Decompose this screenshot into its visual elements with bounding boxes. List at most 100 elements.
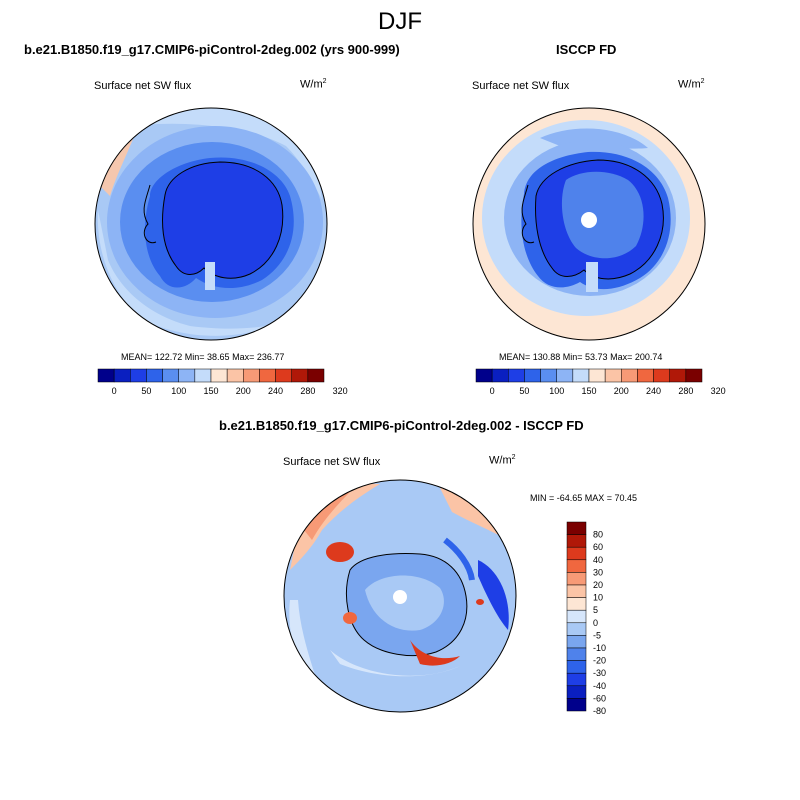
colorbar-swatch [566, 572, 587, 586]
colorbar-tick-label: 200 [614, 386, 629, 396]
panel2-title: ISCCP FD [556, 42, 617, 57]
colorbar-swatch [653, 368, 670, 383]
panel3-units: W/m2 [489, 454, 516, 467]
colorbar-swatch [97, 368, 115, 383]
colorbar-swatch [669, 368, 687, 383]
colorbar-swatch [588, 368, 606, 383]
colorbar-tick-label: 20 [593, 580, 603, 590]
peninsula-coastline [143, 184, 157, 244]
colorbar-swatch [621, 368, 638, 383]
hot-spot-ross [410, 640, 460, 666]
plateau-zone [561, 171, 644, 259]
colorbar-tick-label: 0 [490, 386, 495, 396]
pole-missing-data [581, 212, 597, 228]
colorbar-tick-label: 280 [300, 386, 315, 396]
colorbar-swatch [566, 534, 587, 548]
colorbar-swatch [307, 368, 325, 383]
colorbar-swatch [475, 368, 493, 383]
colorbar-swatch [243, 368, 260, 383]
colorbar-swatch [146, 368, 163, 383]
map-model-border [94, 107, 328, 341]
colorbar-tick-label: -60 [593, 693, 606, 703]
colorbar-swatch [162, 368, 179, 383]
colorbar-swatch [685, 368, 703, 383]
season-title: DJF [378, 8, 422, 35]
map-diff [284, 480, 516, 712]
panel2-units: W/m2 [678, 78, 705, 91]
pole-missing-data [393, 590, 407, 604]
ross-ice-gap [586, 262, 598, 292]
near-zero-band [289, 600, 320, 690]
cold-strip [443, 537, 475, 581]
colorbar-tick-label: -40 [593, 681, 606, 691]
colorbar-swatch [524, 368, 541, 383]
colorbar-tick-label: 50 [141, 386, 151, 396]
hot-spot-1 [326, 542, 354, 562]
colorbar-swatch [566, 685, 587, 699]
colorbar-swatch [566, 521, 587, 535]
colorbar-swatch [572, 368, 590, 383]
colorbar-swatch [566, 647, 587, 661]
colorbar-swatch [540, 368, 557, 383]
colorbar-tick-label: -30 [593, 668, 606, 678]
colorbar-obs: 0 50 100 150 200 240 280 320 [475, 368, 726, 396]
antarctica-coastline [162, 161, 284, 279]
warm-band-east [440, 488, 508, 540]
map-obs-border [472, 107, 706, 341]
panel1-stats: MEAN= 122.72 Min= 38.65 Max= 236.77 [121, 352, 285, 362]
peninsula-coastline [521, 184, 535, 244]
colorbar-swatch [566, 584, 587, 598]
colorbar-swatch [604, 368, 622, 383]
colorbar-tick-label: 100 [549, 386, 564, 396]
colorbar-swatch [566, 546, 587, 561]
colorbar-tick-label: 40 [593, 555, 603, 565]
colorbar-tick-label: 100 [171, 386, 186, 396]
colorbar-tick-label: 280 [678, 386, 693, 396]
panel3-field-label: Surface net SW flux [283, 456, 381, 468]
colorbar-tick-label: 320 [333, 386, 348, 396]
colorbar-swatch [566, 635, 587, 649]
colorbar-tick-label: -10 [593, 643, 606, 653]
colorbar-swatch [259, 368, 276, 383]
colorbar-tick-label: -20 [593, 656, 606, 666]
colorbar-swatch [508, 368, 525, 383]
colorbar-tick-label: 30 [593, 567, 603, 577]
colorbar-swatch [566, 672, 587, 687]
map-model [95, 108, 327, 340]
map-obs [473, 108, 705, 340]
ross-ice-gap [205, 262, 215, 290]
colorbar-swatch [178, 368, 196, 383]
panel1-units: W/m2 [300, 78, 327, 91]
colorbar-tick-label: 60 [593, 542, 603, 552]
colorbar-tick-label: 240 [646, 386, 661, 396]
colorbar-tick-label: 0 [112, 386, 117, 396]
hot-spot-2 [343, 612, 357, 624]
colorbar-tick-label: 80 [593, 530, 603, 540]
colorbar-swatch [566, 609, 587, 624]
interior-light [365, 575, 444, 631]
panel3-stats: MIN = -64.65 MAX = 70.45 [530, 493, 638, 503]
panel3-title: b.e21.B1850.f19_g17.CMIP6-piControl-2deg… [219, 418, 584, 433]
colorbar-swatch [566, 622, 587, 636]
colorbar-tick-label: 50 [519, 386, 529, 396]
panel2-stats: MEAN= 130.88 Min= 53.73 Max= 200.74 [499, 352, 663, 362]
colorbar-swatch [275, 368, 292, 383]
colorbar-swatch [566, 660, 587, 674]
panel1-field-label: Surface net SW flux [94, 80, 192, 92]
colorbar-tick-label: 10 [593, 593, 603, 603]
colorbar-tick-label: -80 [593, 706, 606, 716]
colorbar-model: 0 50 100 150 200 240 280 320 [97, 368, 348, 396]
outer-band-south [97, 210, 280, 336]
panel2-field-label: Surface net SW flux [472, 80, 570, 92]
colorbar-swatch [291, 368, 309, 383]
colorbar-tick-label: 240 [268, 386, 283, 396]
map-diff-border [283, 479, 517, 713]
colorbar-tick-label: 150 [203, 386, 218, 396]
hot-spot-3 [476, 599, 484, 605]
colorbar-tick-label: 5 [593, 605, 598, 615]
colorbar-swatch [210, 368, 228, 383]
colorbar-tick-label: 200 [236, 386, 251, 396]
colorbar-swatch [566, 597, 587, 611]
colorbar-swatch [226, 368, 244, 383]
